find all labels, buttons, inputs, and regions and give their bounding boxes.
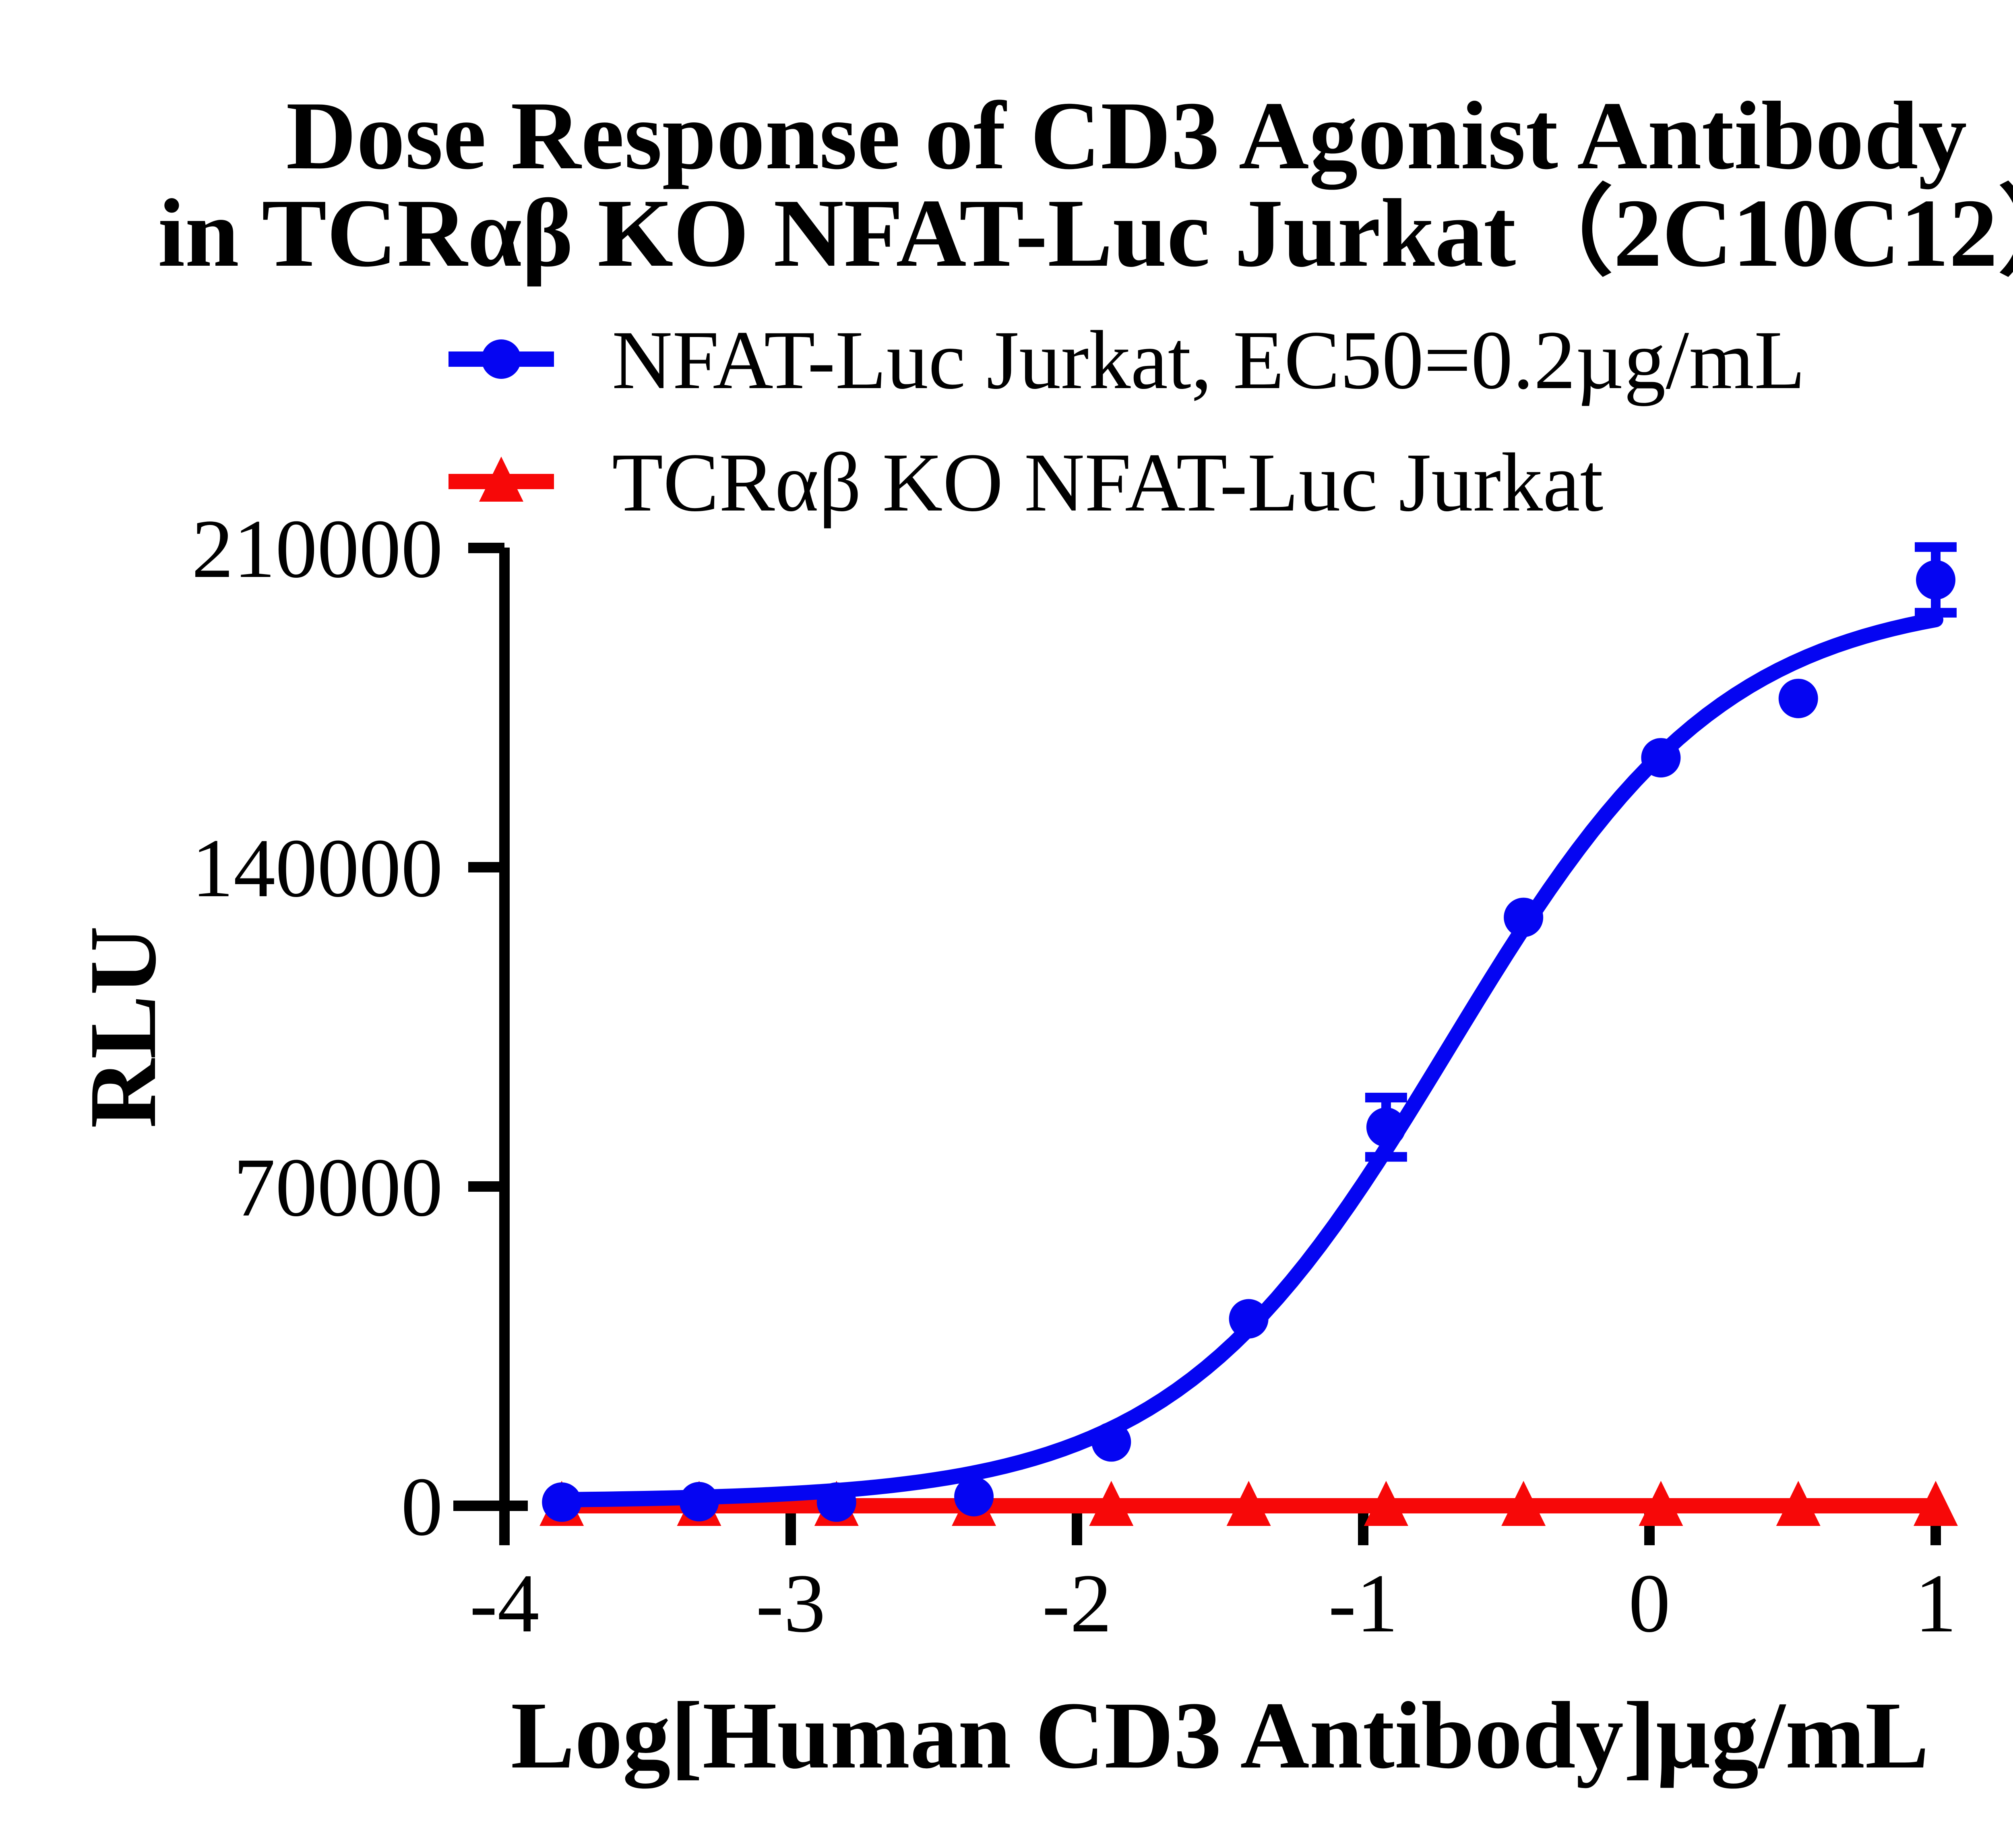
circle-marker [679, 1482, 719, 1521]
x-tick-label: 0 [1629, 1557, 1670, 1650]
y-axis-title: RLU [70, 926, 176, 1129]
x-tick-label: -3 [756, 1557, 825, 1650]
x-axis-title: Log[Human CD3 Antibody]µg/mL [511, 1683, 1929, 1788]
circle-marker [542, 1482, 582, 1522]
x-tick-label: 1 [1915, 1557, 1957, 1650]
triangle-marker [1089, 1481, 1134, 1526]
circle-marker [1229, 1299, 1269, 1339]
circle-marker [1366, 1107, 1406, 1147]
triangle-marker [1501, 1481, 1546, 1526]
triangle-marker [1639, 1481, 1683, 1526]
x-tick-label: -2 [1042, 1557, 1112, 1650]
triangle-marker [1226, 1481, 1271, 1526]
y-tick-label: 0 [401, 1460, 443, 1553]
chart-title: Dose Response of CD3 Agonist Antibody in… [158, 82, 2013, 287]
legend-item-0: NFAT-Luc Jurkat, EC50=0.2µg/mL [448, 314, 1805, 406]
legend: NFAT-Luc Jurkat, EC50=0.2µg/mL TCRαβ KO N… [448, 314, 1805, 529]
circle-marker [1916, 560, 1955, 600]
legend-triangle-icon [479, 457, 523, 502]
y-tick-label: 140000 [192, 822, 443, 914]
legend-label: NFAT-Luc Jurkat, EC50=0.2µg/mL [612, 314, 1805, 406]
circle-marker [954, 1477, 994, 1517]
circle-marker [1778, 678, 1818, 718]
triangle-marker [1364, 1481, 1408, 1526]
circle-marker [1641, 738, 1681, 778]
plot-series [539, 542, 1958, 1526]
triangle-marker [1776, 1481, 1821, 1526]
circle-marker [816, 1482, 856, 1522]
circle-marker [1091, 1422, 1131, 1462]
x-tick-label: -4 [469, 1557, 539, 1650]
y-tick-label: 210000 [192, 502, 443, 595]
y-tick-label: 70000 [234, 1141, 443, 1234]
circle-marker [1504, 897, 1544, 937]
triangle-marker [1914, 1481, 1958, 1526]
chart-title-line1: Dose Response of CD3 Agonist Antibody [286, 82, 1967, 190]
legend-label: TCRαβ KO NFAT-Luc Jurkat [612, 436, 1603, 529]
x-tick-label: -1 [1328, 1557, 1398, 1650]
legend-item-1: TCRαβ KO NFAT-Luc Jurkat [448, 436, 1603, 529]
chart-title-line2: in TCRαβ KO NFAT-Luc Jurkat（2C10C12） [158, 179, 2013, 287]
legend-circle-icon [482, 339, 521, 379]
axes: 0 70000 140000 210000 -4 -3 -2 -1 0 1 [192, 502, 1957, 1650]
fit-curve-nfat-luc [554, 612, 1943, 1508]
